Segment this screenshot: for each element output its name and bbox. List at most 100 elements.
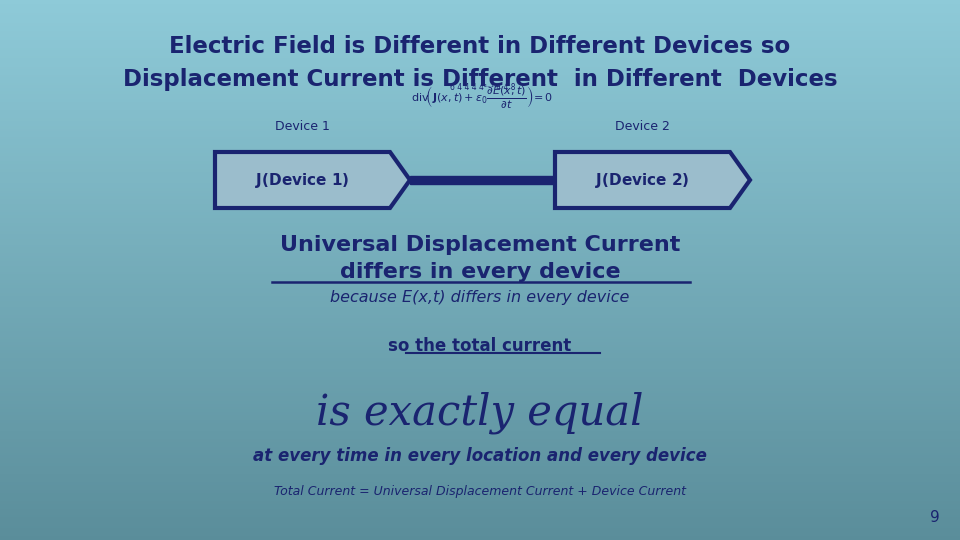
Bar: [0, 513, 960, 516]
Text: differs in every device: differs in every device: [340, 262, 620, 282]
Bar: [0, 230, 960, 232]
Bar: [0, 370, 960, 373]
Bar: [0, 59, 960, 62]
Bar: [0, 49, 960, 51]
Polygon shape: [555, 152, 750, 208]
Bar: [0, 130, 960, 132]
Bar: [0, 478, 960, 481]
Bar: [0, 0, 960, 3]
Text: $\mathbf{J}$(Device 2): $\mathbf{J}$(Device 2): [595, 171, 690, 190]
Bar: [0, 219, 960, 221]
Bar: [0, 362, 960, 364]
Bar: [0, 94, 960, 97]
Bar: [0, 89, 960, 92]
Bar: [0, 116, 960, 119]
Bar: [0, 132, 960, 135]
Bar: [0, 378, 960, 381]
Bar: [0, 394, 960, 397]
Bar: [0, 459, 960, 462]
Bar: [0, 389, 960, 392]
Bar: [0, 486, 960, 489]
Bar: [0, 76, 960, 78]
Bar: [0, 410, 960, 413]
Bar: [0, 140, 960, 143]
Bar: [0, 400, 960, 402]
Bar: [0, 392, 960, 394]
Bar: [0, 497, 960, 500]
Bar: [0, 472, 960, 475]
Bar: [0, 197, 960, 200]
Bar: [0, 405, 960, 408]
Bar: [0, 30, 960, 32]
Bar: [0, 111, 960, 113]
Text: $\mathbf{J}$(Device 1): $\mathbf{J}$(Device 1): [255, 171, 349, 190]
Bar: [0, 508, 960, 510]
Bar: [0, 213, 960, 216]
Bar: [0, 119, 960, 122]
Bar: [0, 113, 960, 116]
Bar: [0, 354, 960, 356]
Bar: [0, 178, 960, 181]
Bar: [0, 454, 960, 456]
Bar: [0, 429, 960, 432]
Bar: [0, 124, 960, 127]
Text: Device 1: Device 1: [276, 120, 330, 133]
Bar: [0, 467, 960, 470]
Bar: [0, 165, 960, 167]
Bar: [0, 502, 960, 505]
Bar: [0, 154, 960, 157]
Bar: [0, 289, 960, 292]
Bar: [0, 383, 960, 386]
Bar: [0, 248, 960, 251]
Bar: [0, 510, 960, 513]
Bar: [0, 70, 960, 73]
Bar: [0, 305, 960, 308]
Bar: [0, 451, 960, 454]
Bar: [0, 16, 960, 19]
Bar: [0, 227, 960, 229]
Bar: [0, 243, 960, 246]
Bar: [0, 364, 960, 367]
Bar: [0, 319, 960, 321]
Bar: [0, 294, 960, 297]
Bar: [0, 8, 960, 11]
Bar: [0, 529, 960, 532]
Bar: [0, 521, 960, 524]
Bar: [0, 313, 960, 316]
Text: $\mathrm{div}\!\left(\mathbf{J}(x,t)+\varepsilon_0\dfrac{\partial E(x,t)}{\parti: $\mathrm{div}\!\left(\mathbf{J}(x,t)+\va…: [412, 84, 554, 110]
Bar: [0, 500, 960, 502]
Bar: [0, 324, 960, 327]
Bar: [0, 65, 960, 68]
Bar: [0, 440, 960, 443]
Bar: [0, 262, 960, 265]
Bar: [0, 146, 960, 148]
Bar: [0, 173, 960, 176]
Bar: [0, 5, 960, 8]
Bar: [0, 254, 960, 256]
Bar: [0, 238, 960, 240]
Bar: [0, 162, 960, 165]
Bar: [0, 386, 960, 389]
Bar: [0, 235, 960, 238]
Bar: [0, 329, 960, 332]
Bar: [0, 40, 960, 43]
Bar: [0, 84, 960, 86]
Bar: [0, 475, 960, 478]
Text: Electric Field is Different in Different Devices so: Electric Field is Different in Different…: [169, 35, 791, 58]
Bar: [0, 22, 960, 24]
Bar: [0, 62, 960, 65]
Bar: [0, 54, 960, 57]
Bar: [0, 456, 960, 459]
Bar: [0, 189, 960, 192]
Bar: [0, 103, 960, 105]
Bar: [0, 184, 960, 186]
Bar: [0, 246, 960, 248]
Bar: [0, 11, 960, 14]
Bar: [0, 97, 960, 100]
Bar: [0, 446, 960, 448]
Bar: [0, 321, 960, 324]
Polygon shape: [410, 176, 555, 184]
Bar: [0, 462, 960, 464]
Bar: [0, 537, 960, 540]
Text: at every time in every location and every device: at every time in every location and ever…: [253, 447, 707, 465]
